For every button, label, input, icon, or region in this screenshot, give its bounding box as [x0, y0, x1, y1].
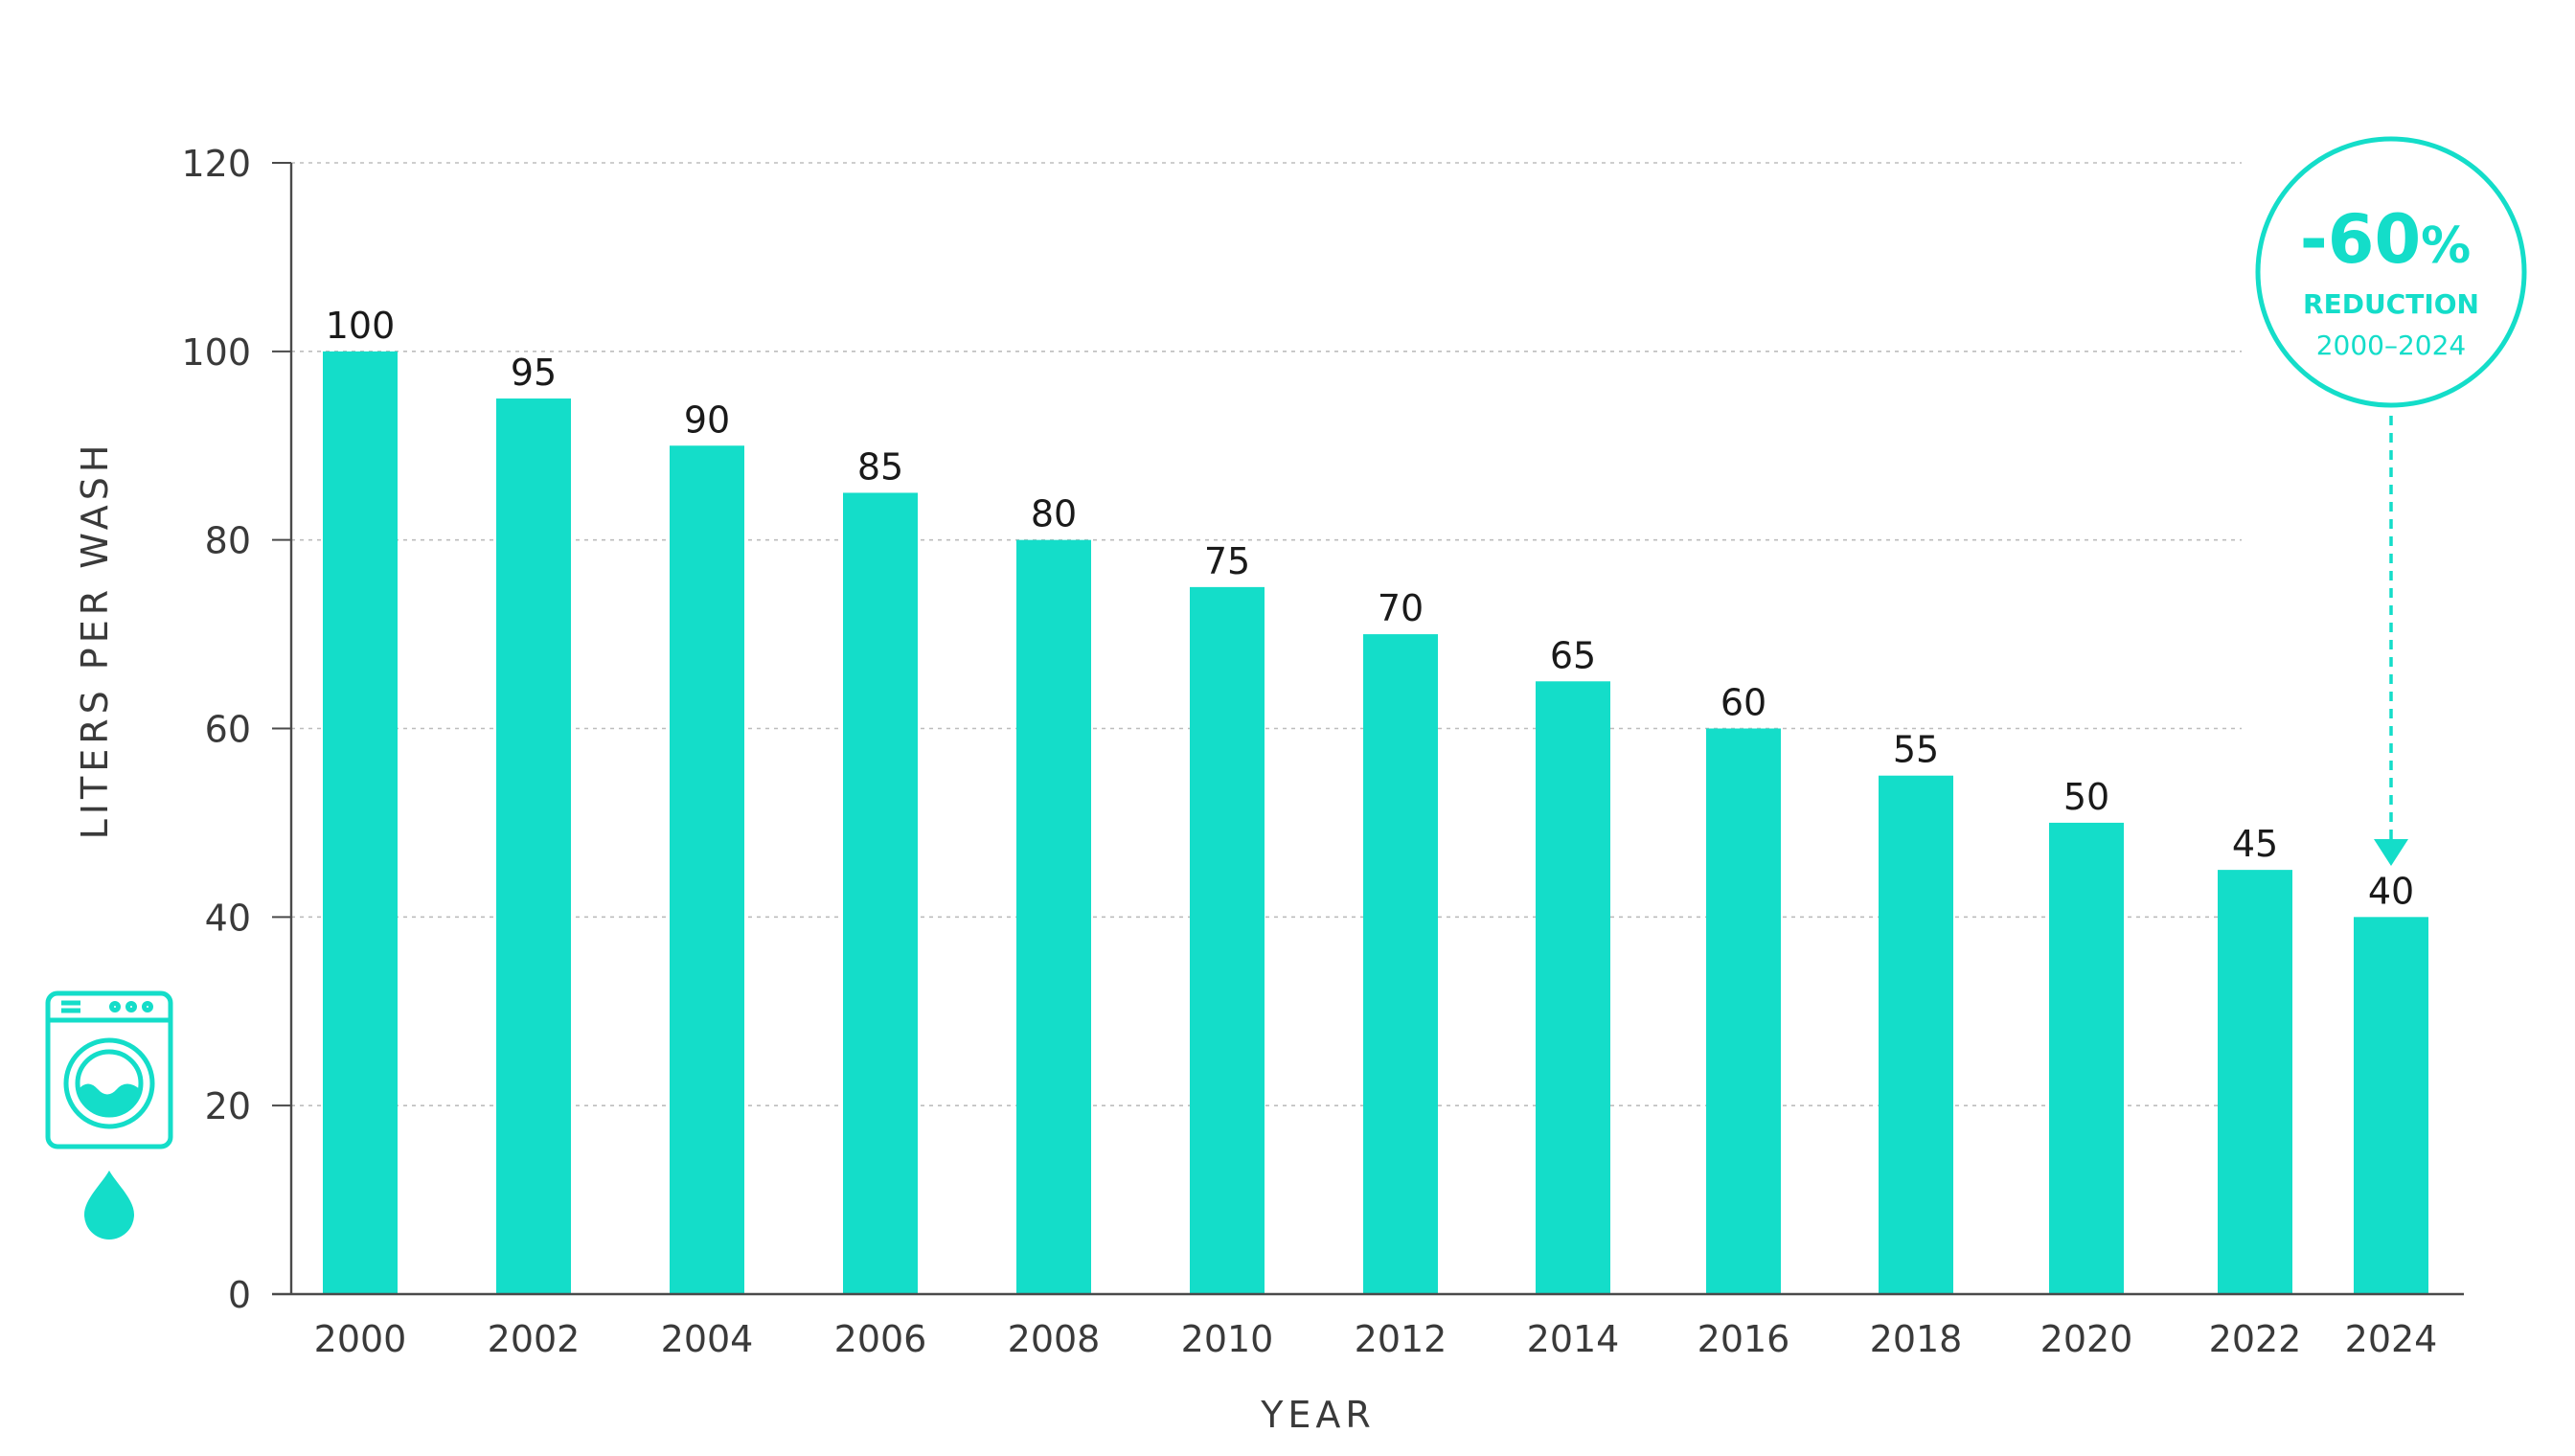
y-tick-label: 80 — [205, 520, 251, 562]
x-tick-label: 2022 — [2209, 1318, 2302, 1360]
badge-range: 2000–2024 — [2316, 330, 2467, 361]
data-label: 90 — [684, 398, 730, 441]
data-label: 75 — [1204, 540, 1250, 582]
x-tick-label: 2000 — [314, 1318, 407, 1360]
data-labels: 100 95 90 85 80 75 70 65 60 55 50 45 40 — [326, 305, 2414, 912]
bar-2020 — [2049, 822, 2124, 1294]
x-tick-label: 2014 — [1527, 1318, 1620, 1360]
y-tick-label: 0 — [228, 1274, 251, 1316]
y-tick-label: 40 — [205, 897, 251, 939]
x-tick-label: 2004 — [661, 1318, 754, 1360]
bar-2002 — [496, 398, 571, 1295]
washing-machine-icon — [45, 990, 173, 1149]
y-tick-label: 20 — [205, 1085, 251, 1127]
water-drop-icon — [84, 1171, 134, 1240]
y-axis-title: LITERS PER WASH — [74, 441, 116, 840]
data-label: 65 — [1550, 634, 1596, 676]
badge-label: REDUCTION — [2303, 288, 2479, 320]
x-tick-label: 2012 — [1355, 1318, 1447, 1360]
bar-2010 — [1190, 586, 1265, 1294]
data-label: 45 — [2232, 823, 2278, 865]
data-label: 70 — [1378, 587, 1424, 629]
data-label: 80 — [1031, 493, 1077, 535]
bars — [323, 351, 2428, 1295]
badge-circle — [2255, 136, 2527, 408]
bar-2008 — [1016, 539, 1091, 1294]
x-tick-label: 2020 — [2040, 1318, 2133, 1360]
bar-2024 — [2354, 917, 2428, 1294]
badge-value: -60 — [2300, 200, 2421, 279]
bar-2006 — [843, 492, 918, 1294]
badge-arrow-head — [2374, 839, 2408, 866]
bar-2022 — [2218, 870, 2292, 1294]
x-tick-label: 2016 — [1698, 1318, 1790, 1360]
gridlines — [272, 162, 2242, 1107]
x-tick-labels: 2000 2002 2004 2006 2008 2010 2012 2014 2016 2018… — [314, 1318, 2438, 1360]
x-tick-label: 2024 — [2345, 1318, 2438, 1360]
y-tick-label: 60 — [205, 709, 251, 751]
bar-2014 — [1536, 681, 1610, 1294]
x-tick-label: 2008 — [1008, 1318, 1101, 1360]
x-tick-label: 2010 — [1181, 1318, 1274, 1360]
x-tick-label: 2002 — [488, 1318, 581, 1360]
data-label: 60 — [1720, 682, 1766, 724]
x-tick-label: 2018 — [1870, 1318, 1963, 1360]
bar-2018 — [1879, 775, 1953, 1294]
bar-2016 — [1706, 728, 1781, 1294]
badge-percent: % — [2421, 217, 2471, 275]
bar-2000 — [323, 351, 398, 1294]
data-label: 100 — [326, 305, 396, 347]
data-label: 95 — [511, 352, 557, 394]
y-tick-label: 120 — [181, 143, 251, 185]
reduction-badge: -60% REDUCTION 2000–2024 — [2255, 136, 2527, 866]
x-axis-title: YEAR — [1260, 1394, 1376, 1436]
bar-2012 — [1363, 634, 1438, 1294]
data-label: 40 — [2368, 870, 2414, 912]
data-label: 50 — [2063, 776, 2109, 818]
y-tick-labels: 0 20 40 60 80 100 120 — [181, 143, 251, 1316]
x-tick-label: 2006 — [834, 1318, 927, 1360]
y-tick-label: 100 — [181, 331, 251, 374]
data-label: 85 — [857, 445, 903, 488]
svg-text:-60%: -60% — [2300, 200, 2472, 279]
bar-2004 — [670, 445, 744, 1294]
data-label: 55 — [1893, 729, 1939, 771]
